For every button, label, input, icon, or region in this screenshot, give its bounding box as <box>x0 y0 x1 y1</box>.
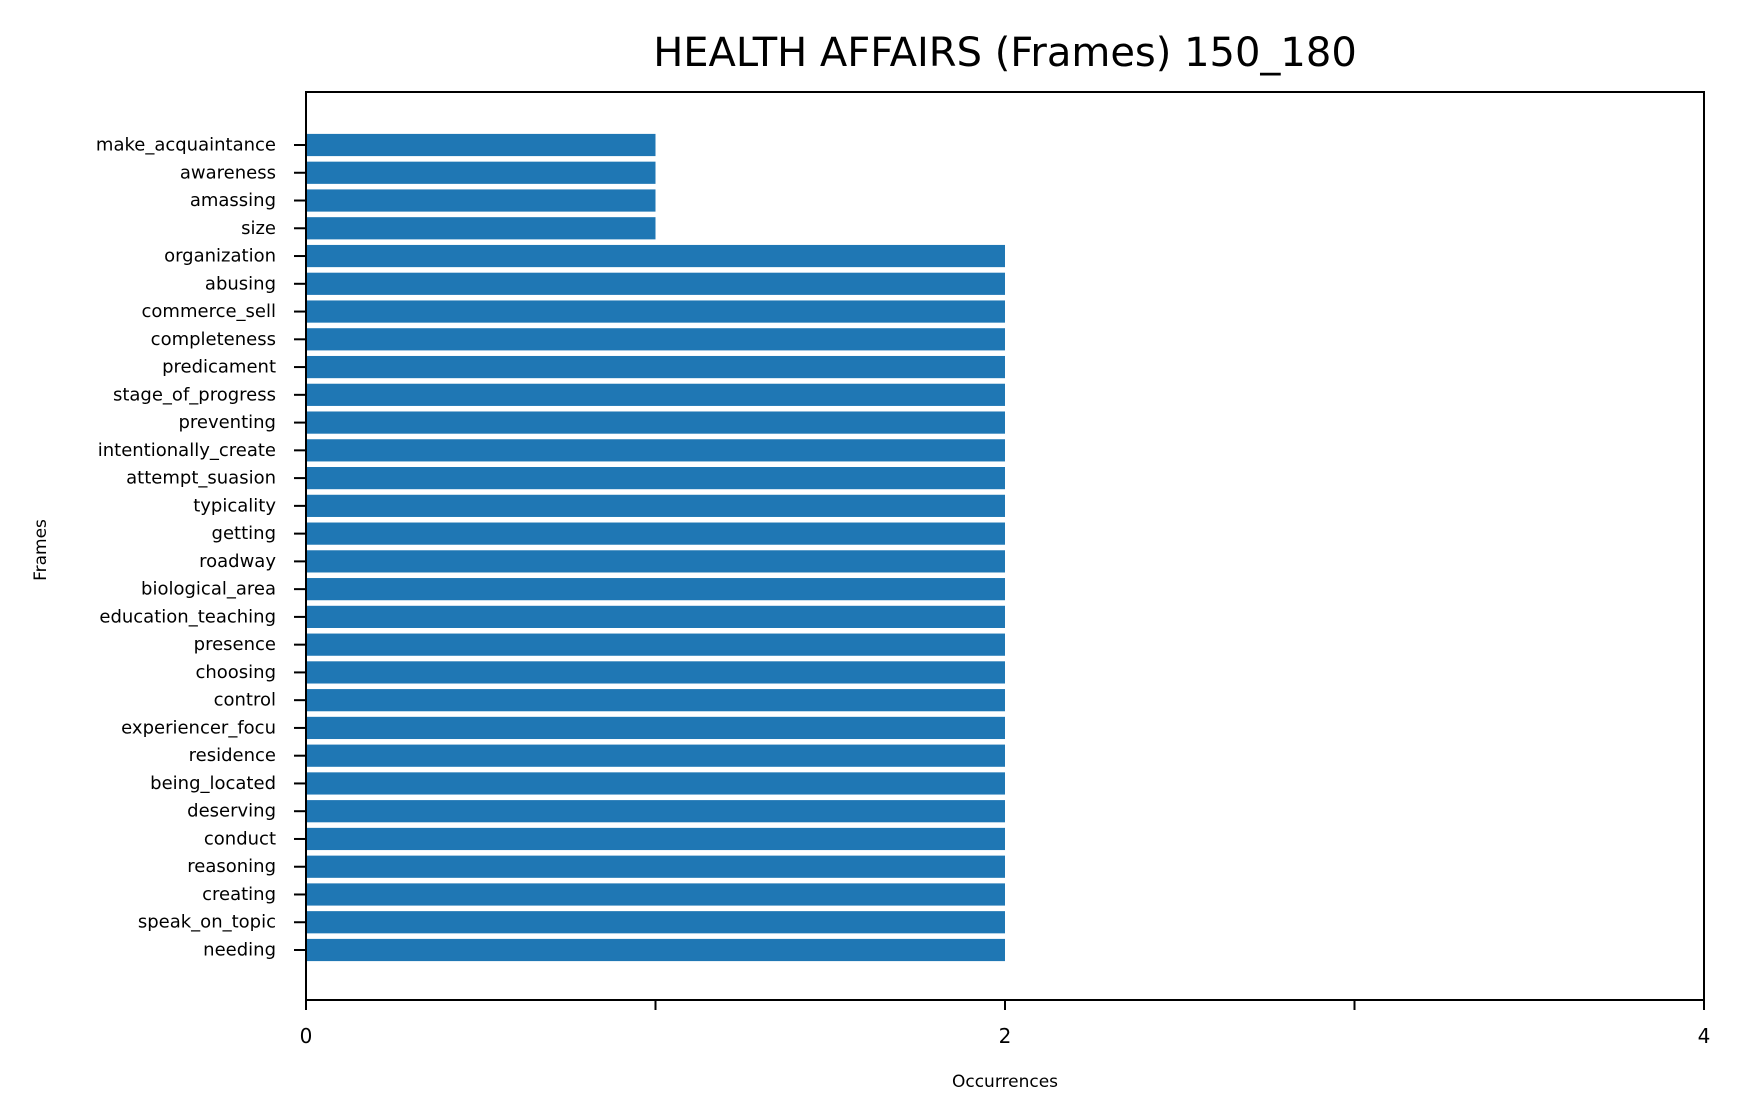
y-tick-label-getting: getting <box>212 523 276 544</box>
bar-being_located <box>306 772 1005 795</box>
y-tick-label-attempt_suasion: attempt_suasion <box>126 468 276 489</box>
y-tick-label-needing: needing <box>203 940 276 961</box>
y-axis-label: Frames <box>31 519 51 581</box>
bar-choosing <box>306 661 1005 684</box>
bar-biological_area <box>306 578 1005 601</box>
bar-size <box>306 217 656 240</box>
y-tick-label-control: control <box>214 690 276 711</box>
bar-preventing <box>306 411 1005 434</box>
bar-creating <box>306 883 1005 906</box>
y-tick-label-presence: presence <box>194 634 276 655</box>
bar-experiencer_focu <box>306 716 1005 740</box>
y-axis-ticks: make_acquaintance awareness amassing size or… <box>96 135 306 961</box>
bar-speak_on_topic <box>306 911 1005 934</box>
bar-residence <box>306 744 1005 767</box>
bar-typicality <box>306 494 1005 517</box>
bar-predicament <box>306 355 1005 379</box>
y-tick-label-typicality: typicality <box>193 495 276 516</box>
y-tick-label-abusing: abusing <box>205 273 276 294</box>
bar-education_teaching <box>306 605 1005 628</box>
y-tick-label-biological_area: biological_area <box>141 579 276 600</box>
bar-awareness <box>306 161 656 184</box>
bar-presence <box>306 633 1005 656</box>
y-tick-label-experiencer_focu: experiencer_focu <box>121 717 276 738</box>
y-tick-label-roadway: roadway <box>199 551 276 572</box>
y-tick-label-amassing: amassing <box>190 190 276 211</box>
y-tick-label-preventing: preventing <box>178 412 276 433</box>
y-tick-label-size: size <box>241 218 276 239</box>
x-axis-ticks: 0 2 4 <box>300 1000 1711 1048</box>
bar-roadway <box>306 550 1005 573</box>
y-tick-label-reasoning: reasoning <box>187 856 276 877</box>
y-tick-label-conduct: conduct <box>204 828 276 849</box>
bar-conduct <box>306 827 1005 851</box>
bar-deserving <box>306 800 1005 823</box>
bar-stage_of_progress <box>306 383 1005 406</box>
y-tick-label-choosing: choosing <box>195 662 276 683</box>
y-tick-label-completeness: completeness <box>151 329 276 350</box>
chart-title: HEALTH AFFAIRS (Frames) 150_180 <box>653 30 1357 76</box>
y-tick-label-speak_on_topic: speak_on_topic <box>138 912 276 933</box>
plot-frame <box>305 91 1705 1001</box>
bar-reasoning <box>306 855 1005 878</box>
x-tick-label: 4 <box>1698 1024 1711 1048</box>
y-tick-label-deserving: deserving <box>187 801 276 822</box>
y-tick-label-intentionally_create: intentionally_create <box>98 440 276 461</box>
y-tick-label-awareness: awareness <box>180 162 276 183</box>
bar-attempt_suasion <box>306 467 1005 490</box>
bar-commerce_sell <box>306 300 1005 323</box>
bar-needing <box>306 938 1005 962</box>
bar-abusing <box>306 272 1005 295</box>
bar-intentionally_create <box>306 439 1005 462</box>
y-tick-label-make_acquaintance: make_acquaintance <box>96 135 276 156</box>
bar-organization <box>306 244 1005 268</box>
x-tick-label: 2 <box>999 1024 1012 1048</box>
y-tick-label-organization: organization <box>164 246 276 267</box>
bar-make_acquaintance <box>306 133 656 157</box>
y-tick-label-education_teaching: education_teaching <box>99 606 276 627</box>
y-tick-label-being_located: being_located <box>150 773 276 794</box>
bar-amassing <box>306 189 656 212</box>
y-tick-label-creating: creating <box>202 884 276 905</box>
y-tick-label-stage_of_progress: stage_of_progress <box>113 384 276 405</box>
bar-completeness <box>306 328 1005 351</box>
bar-control <box>306 689 1005 712</box>
y-tick-label-residence: residence <box>189 745 276 766</box>
bars-group <box>306 133 1005 962</box>
x-tick-label: 0 <box>300 1024 313 1048</box>
x-axis-label: Occurrences <box>952 1072 1058 1092</box>
bar-getting <box>306 522 1005 545</box>
y-tick-label-commerce_sell: commerce_sell <box>142 301 276 322</box>
y-tick-label-predicament: predicament <box>162 357 276 378</box>
